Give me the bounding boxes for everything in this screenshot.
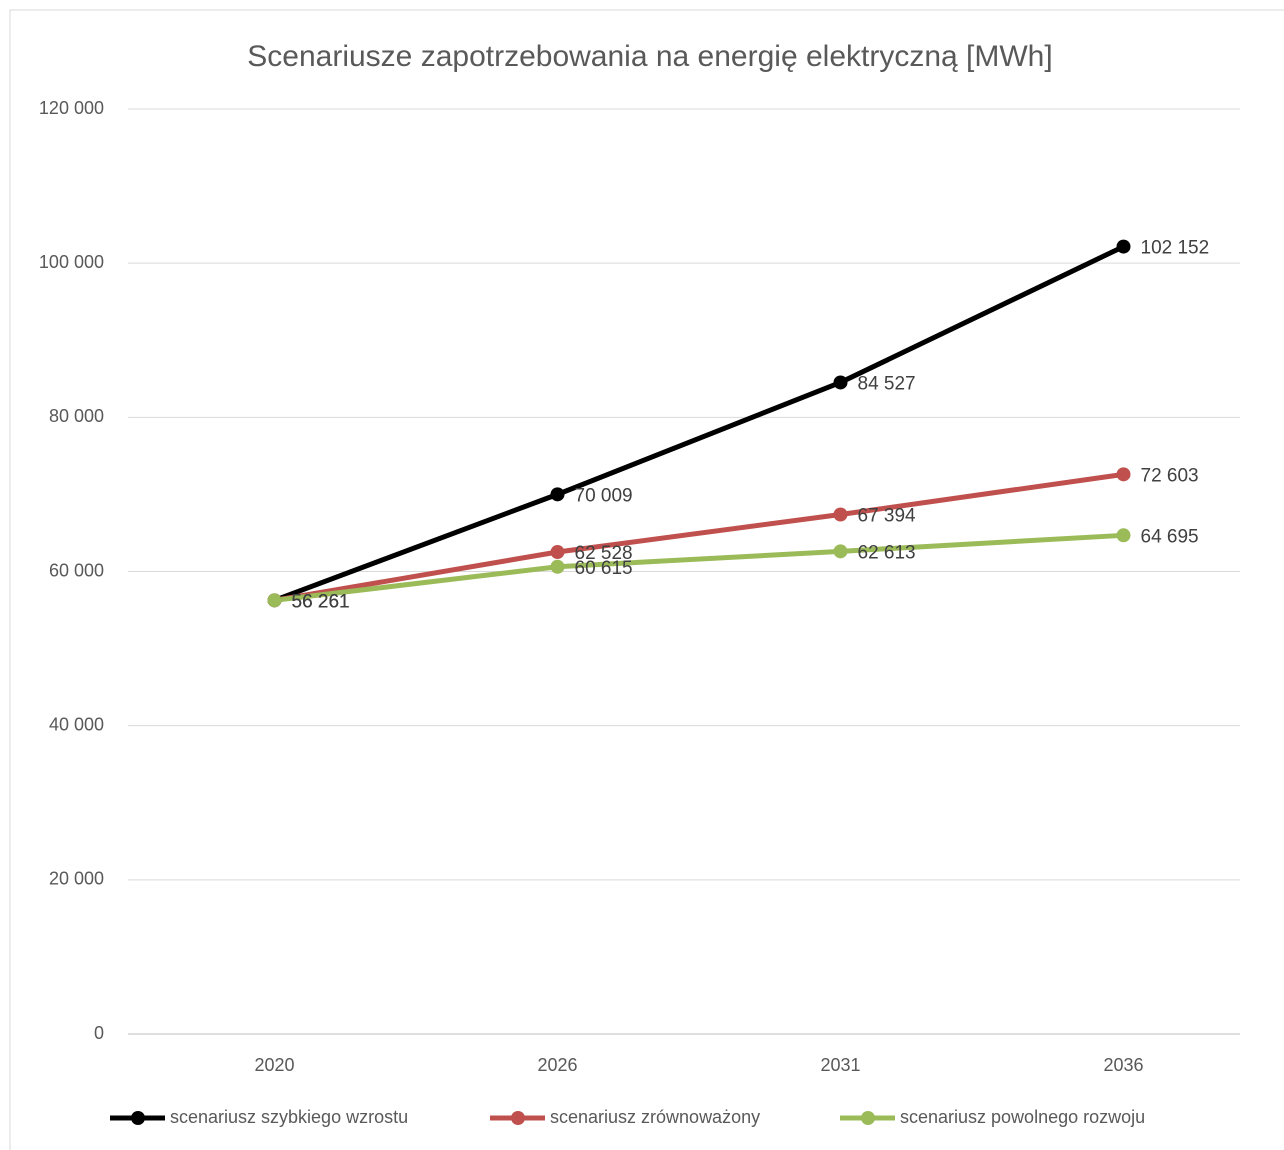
data-point xyxy=(833,544,848,559)
series-line xyxy=(274,471,1124,603)
chart-frame xyxy=(9,9,1284,1150)
legend-label: scenariusz powolnego rozwoju xyxy=(900,1107,1145,1127)
data-point xyxy=(1116,239,1131,254)
x-tick-label: 2031 xyxy=(820,1055,860,1075)
data-label: 70 009 xyxy=(575,485,633,506)
y-tick-label: 0 xyxy=(94,1023,104,1043)
data-point xyxy=(550,559,565,574)
y-tick-label: 120 000 xyxy=(39,98,104,118)
chart-title: Scenariusze zapotrzebowania na energię e… xyxy=(247,40,1052,73)
y-tick-label: 80 000 xyxy=(49,406,104,426)
data-label: 56 261 xyxy=(292,591,350,612)
data-label: 56 261 xyxy=(292,591,350,612)
legend-label: scenariusz zrównoważony xyxy=(550,1107,760,1127)
data-label: 60 615 xyxy=(575,558,633,579)
data-point xyxy=(550,487,565,502)
data-label: 62 528 xyxy=(575,543,633,564)
data-label: 64 695 xyxy=(1141,526,1199,547)
x-tick-label: 2026 xyxy=(537,1055,577,1075)
y-tick-label: 40 000 xyxy=(49,714,104,734)
data-label: 84 527 xyxy=(858,373,916,394)
data-point xyxy=(1116,528,1131,543)
x-tick-label: 2020 xyxy=(254,1055,294,1075)
series-line xyxy=(273,244,1125,603)
legend-marker xyxy=(861,1111,875,1125)
data-point xyxy=(1116,467,1131,482)
y-tick-label: 20 000 xyxy=(49,869,104,889)
data-label: 62 613 xyxy=(858,542,916,563)
y-tick-label: 60 000 xyxy=(49,560,104,580)
data-label: 72 603 xyxy=(1141,465,1199,486)
data-point xyxy=(267,593,282,608)
series-line xyxy=(274,532,1124,603)
data-label: 102 152 xyxy=(1141,238,1210,259)
legend-marker xyxy=(131,1111,145,1125)
data-label: 56 261 xyxy=(292,591,350,612)
x-tick-label: 2036 xyxy=(1103,1055,1143,1075)
data-point xyxy=(833,375,848,390)
data-point xyxy=(833,507,848,522)
data-label: 67 394 xyxy=(858,506,917,527)
data-point xyxy=(550,545,565,560)
legend-label: scenariusz szybkiego wzrostu xyxy=(170,1107,408,1127)
legend-marker xyxy=(511,1111,525,1125)
y-tick-label: 100 000 xyxy=(39,252,104,272)
